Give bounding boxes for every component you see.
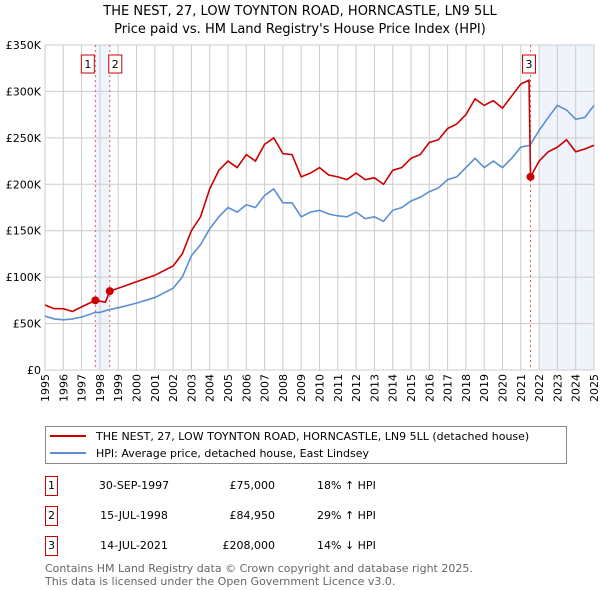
x-tick-label: 2018: [460, 374, 473, 402]
transaction-hpi: 14% ↓ HPI: [317, 539, 376, 552]
legend-swatch: [50, 452, 86, 454]
y-tick-label: £0: [27, 364, 41, 377]
price-paid-line: [44, 79, 595, 313]
x-tick-label: 2024: [570, 374, 583, 402]
chart-subtitle: Price paid vs. HM Land Registry's House …: [114, 22, 486, 37]
x-tick-label: 2000: [131, 374, 144, 402]
sale-point: [526, 172, 535, 181]
y-tick-label: £200K: [6, 178, 42, 191]
x-tick-label: 2009: [295, 374, 308, 402]
x-tick-label: 2019: [478, 374, 491, 402]
transaction-price: £208,000: [222, 539, 276, 552]
x-tick-label: 2008: [277, 374, 290, 402]
footer-licence: This data is licensed under the Open Gov…: [45, 575, 396, 588]
legend: THE NEST, 27, LOW TOYNTON ROAD, HORNCAST…: [45, 426, 567, 464]
transaction-number: 1: [45, 476, 58, 496]
x-tick-label: 2022: [533, 374, 546, 402]
y-tick-label: £250K: [6, 132, 42, 145]
transaction-row: 1 30-SEP-1997 £75,000 18% ↑ HPI: [45, 476, 465, 496]
legend-label: HPI: Average price, detached house, East…: [96, 446, 370, 460]
x-tick-label: 1998: [94, 374, 107, 402]
x-tick-label: 2010: [314, 374, 327, 402]
transaction-number: 2: [45, 506, 58, 526]
footer-copyright: Contains HM Land Registry data © Crown c…: [45, 562, 473, 575]
x-tick-label: 2004: [204, 374, 217, 402]
sale-point: [91, 296, 100, 305]
x-tick-label: 2015: [405, 374, 418, 402]
y-tick-label: £150K: [6, 225, 42, 238]
x-tick-label: 1999: [112, 374, 125, 402]
x-tick-label: 2014: [387, 374, 400, 402]
x-tick-label: 2013: [368, 374, 381, 402]
x-tick-label: 2003: [185, 374, 198, 402]
transaction-price: £75,000: [229, 479, 276, 492]
transaction-price: £84,950: [229, 509, 276, 522]
sale-label: 1: [84, 58, 91, 71]
sale-label-box: [521, 54, 536, 74]
x-tick-label: 2021: [515, 374, 528, 402]
plot-area: 1995 1996 1997 1998 1999 2000 2001 2002 2003 2004…: [6, 39, 600, 402]
transaction-row: 2 15-JUL-1998 £84,950 29% ↑ HPI: [45, 506, 465, 526]
y-tick-label: £350K: [6, 39, 42, 52]
x-tick-label: 2011: [332, 374, 345, 402]
legend-item-property: THE NEST, 27, LOW TOYNTON ROAD, HORNCAST…: [46, 428, 529, 444]
sale-label: 3: [525, 58, 532, 71]
legend-label: THE NEST, 27, LOW TOYNTON ROAD, HORNCAST…: [96, 429, 530, 443]
x-tick-label: 2017: [442, 374, 455, 402]
legend-item-hpi: HPI: Average price, detached house, East…: [46, 445, 369, 461]
y-tick-label: £100K: [6, 271, 42, 284]
shaded-region: [95, 45, 110, 370]
x-tick-label: 1996: [57, 374, 70, 402]
transaction-number: 3: [45, 536, 58, 556]
transaction-hpi: 18% ↑ HPI: [317, 479, 376, 492]
sale-label-box: [108, 54, 123, 74]
x-tick-label: 2012: [350, 374, 363, 402]
x-tick-label: 2016: [423, 374, 436, 402]
x-tick-label: 2007: [259, 374, 272, 402]
x-tick-label: 2020: [497, 374, 510, 402]
x-tick-label: 1995: [39, 374, 52, 402]
chart-title: THE NEST, 27, LOW TOYNTON ROAD, HORNCAST…: [103, 4, 497, 19]
y-tick-label: £50K: [13, 318, 42, 331]
x-tick-label: 2023: [551, 374, 564, 402]
sale-point: [105, 287, 114, 296]
sale-label: 2: [112, 58, 119, 71]
x-tick-label: 2006: [240, 374, 253, 402]
transaction-date: 30-SEP-1997: [98, 479, 170, 492]
transaction-date: 14-JUL-2021: [100, 539, 168, 552]
x-tick-label: 2001: [149, 374, 162, 402]
x-tick-label: 2002: [167, 374, 180, 402]
x-tick-label: 2025: [588, 374, 600, 402]
sale-label-box: [80, 54, 95, 74]
legend-swatch: [50, 435, 86, 437]
plot-border: [44, 44, 595, 371]
x-tick-label: 2005: [222, 374, 235, 402]
transaction-row: 3 14-JUL-2021 £208,000 14% ↓ HPI: [45, 536, 465, 556]
transaction-hpi: 29% ↑ HPI: [317, 509, 376, 522]
y-tick-label: £300K: [6, 85, 42, 98]
x-tick-label: 1997: [76, 374, 89, 402]
shaded-region: [539, 45, 594, 370]
transaction-date: 15-JUL-1998: [100, 509, 168, 522]
hpi-line: [44, 104, 595, 321]
